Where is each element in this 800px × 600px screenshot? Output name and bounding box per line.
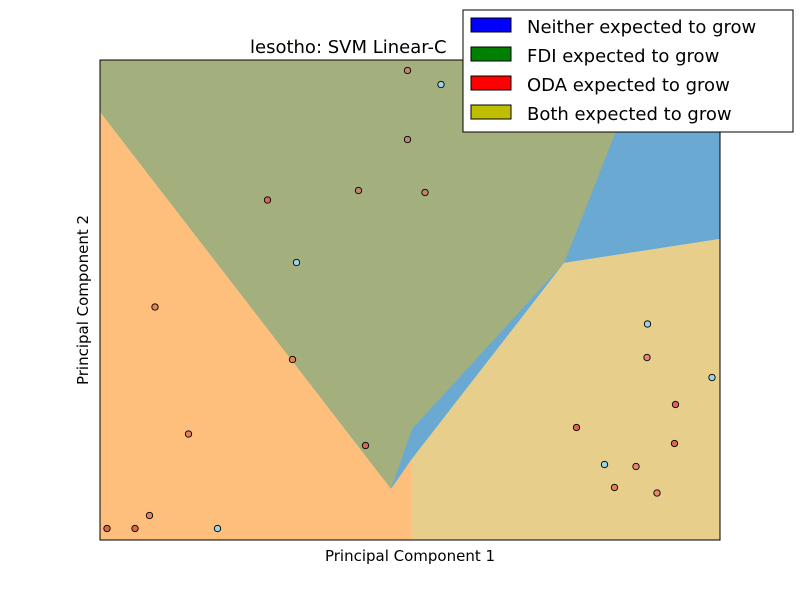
data-point <box>572 423 581 432</box>
data-point <box>213 524 222 533</box>
data-point <box>403 66 412 75</box>
legend-item-both: Both expected to grow <box>470 104 732 125</box>
legend-item-fdi: FDI expected to grow <box>470 46 719 67</box>
data-point <box>288 355 297 364</box>
data-point <box>653 489 661 497</box>
data-point <box>103 524 111 533</box>
data-point <box>151 303 159 311</box>
data-point <box>643 353 651 362</box>
plot-frame <box>99 59 721 541</box>
data-point <box>600 460 609 469</box>
decision-region-2 <box>100 60 644 489</box>
legend-swatch-neither <box>470 17 512 33</box>
decision-region-3 <box>100 112 411 540</box>
data-point <box>361 441 370 450</box>
legend-item-neither: Neither expected to grow <box>470 17 756 38</box>
data-point <box>263 196 272 204</box>
data-point <box>610 483 619 492</box>
data-point <box>437 80 445 89</box>
x-axis-label: Principal Component 1 <box>325 547 495 565</box>
chart-title: lesotho: SVM Linear-C <box>250 37 447 58</box>
legend-swatch-fdi <box>470 46 512 62</box>
data-points <box>103 66 716 533</box>
legend-label-fdi: FDI expected to grow <box>527 46 719 67</box>
data-point <box>292 258 301 267</box>
data-point <box>145 511 154 520</box>
y-axis-label: Principal Component 2 <box>74 215 92 385</box>
legend-swatch-both <box>470 104 512 120</box>
legend: Neither expected to grow FDI expected to… <box>462 9 794 133</box>
legend-item-oda: ODA expected to grow <box>470 75 730 96</box>
plot-area <box>99 59 721 541</box>
data-point <box>354 186 363 195</box>
legend-label-oda: ODA expected to grow <box>527 75 730 96</box>
data-point <box>421 188 429 197</box>
legend-swatch-oda <box>470 75 512 91</box>
data-point <box>708 373 716 382</box>
data-point <box>131 524 139 533</box>
data-point <box>670 439 679 448</box>
data-point <box>643 320 652 328</box>
decision-regions <box>100 60 720 540</box>
legend-label-neither: Neither expected to grow <box>527 17 756 38</box>
data-point <box>632 462 640 471</box>
decision-region-4 <box>411 239 720 540</box>
data-point <box>671 400 680 409</box>
legend-box <box>462 9 794 133</box>
data-point <box>184 430 193 438</box>
data-point <box>403 135 412 144</box>
legend-label-both: Both expected to grow <box>527 104 732 125</box>
